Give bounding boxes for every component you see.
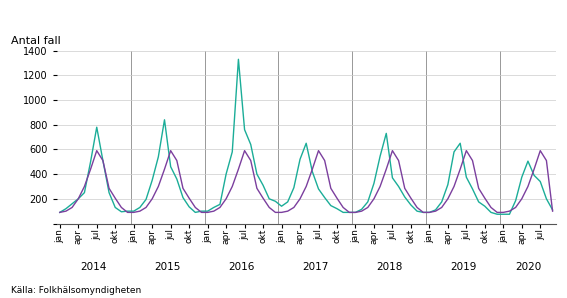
- Text: 2018: 2018: [376, 262, 403, 272]
- Text: Källa: Folkhälsomyndigheten: Källa: Folkhälsomyndigheten: [11, 286, 142, 295]
- Text: 2014: 2014: [81, 262, 107, 272]
- Text: 2019: 2019: [450, 262, 476, 272]
- Text: 2017: 2017: [302, 262, 329, 272]
- Text: 2016: 2016: [229, 262, 255, 272]
- Text: Antal fall: Antal fall: [11, 36, 61, 46]
- Text: 2015: 2015: [154, 262, 181, 272]
- Text: 2020: 2020: [515, 262, 541, 272]
